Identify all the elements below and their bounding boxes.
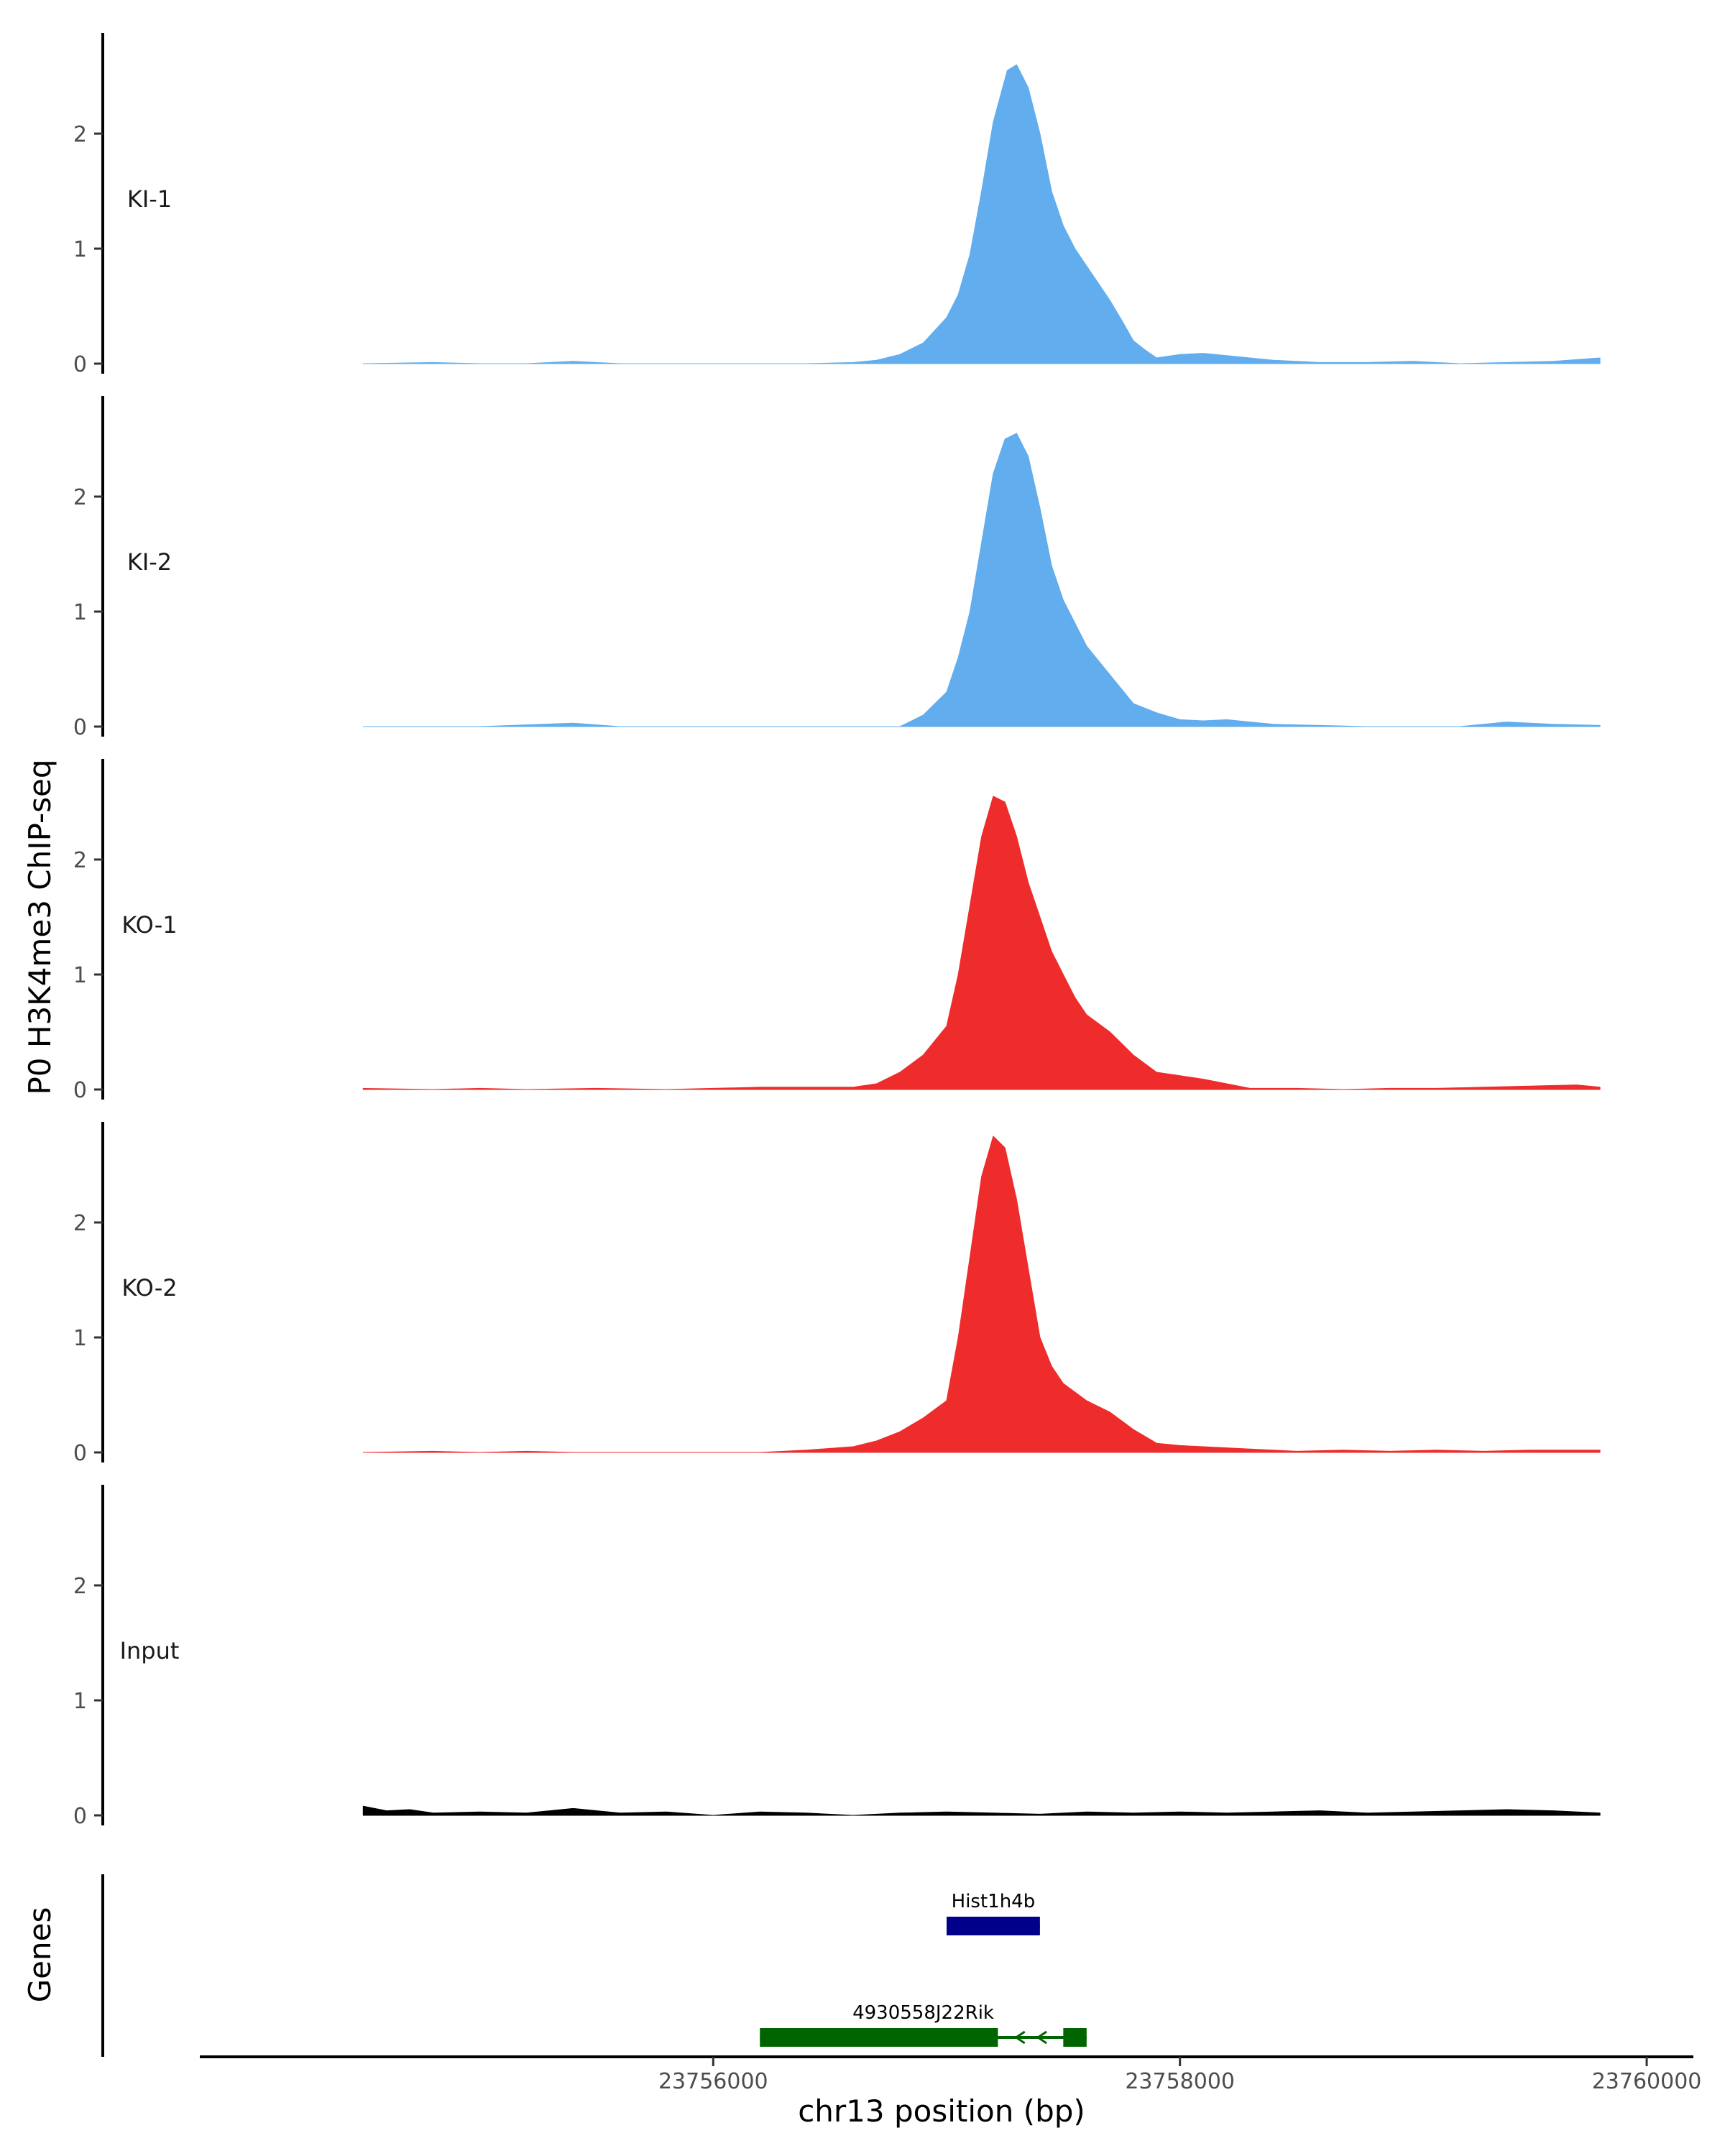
y-tick-label: 1 [73,600,87,625]
y-tick-label: 2 [73,848,87,873]
gene-exon [760,2028,998,2047]
gene-label: 4930558J22Rik [852,2002,994,2024]
strand-arrow [1014,2030,1026,2045]
signal-area [362,64,1601,364]
track-label: KI-1 [127,185,172,213]
track-ki-2: 0 1 2 KI-2 [73,396,1601,740]
y-tick-label: 0 [73,352,87,377]
y-tick-label: 1 [73,1689,87,1714]
x-axis-title: chr13 position (bp) [798,2093,1085,2129]
y-tick-label: 2 [73,485,87,510]
signal-area [362,796,1601,1090]
gene-4930558j22rik: 4930558J22Rik [760,2002,1087,2047]
y-tick-label: 1 [73,237,87,262]
y-tick-label: 1 [73,1326,87,1351]
x-tick-label: 23758000 [1125,2069,1235,2094]
track-ko-2: 0 1 2 KO-2 [73,1122,1601,1466]
track-label: Input [120,1637,180,1664]
gene-exon [947,1917,1040,1935]
signal-area [362,433,1601,727]
y-tick-label: 1 [73,963,87,988]
signal-area [362,1135,1601,1453]
strand-arrow [1036,2030,1047,2045]
x-tick-label: 23760000 [1592,2069,1702,2094]
track-ko-1: 0 1 2 KO-1 [73,759,1601,1103]
x-axis: 23756000 23758000 23760000 [200,2055,1702,2094]
track-input: 0 1 2 Input [73,1485,1601,1829]
y-tick-label: 2 [73,1211,87,1236]
y-tick-label: 2 [73,122,87,147]
gene-label: Hist1h4b [952,1891,1036,1912]
track-ki-1: 0 1 2 KI-1 [73,33,1601,377]
track-label: KO-1 [121,911,177,939]
y-tick-label: 0 [73,1804,87,1829]
gene-hist1h4b: Hist1h4b [947,1891,1040,1935]
y-axis-title: P0 H3K4me3 ChIP-seq [22,759,58,1095]
gene-exon [1063,2028,1087,2047]
y-tick-label: 0 [73,1078,87,1103]
gene-panel: Hist1h4b 4930558J22Rik [101,1874,1087,2057]
y-tick-label: 0 [73,715,87,740]
y-tick-label: 0 [73,1441,87,1466]
x-tick-label: 23756000 [658,2069,768,2094]
genes-axis-title: Genes [22,1907,58,2003]
track-panels: 0 1 2 KI-1 0 1 2 KI-2 0 1 2 KO-1 0 1 2 KO-2 0 1 2 Input [73,33,1601,1829]
y-tick-label: 2 [73,1574,87,1599]
track-label: KI-2 [127,548,172,576]
track-label: KO-2 [121,1274,177,1302]
signal-area [362,1805,1601,1816]
